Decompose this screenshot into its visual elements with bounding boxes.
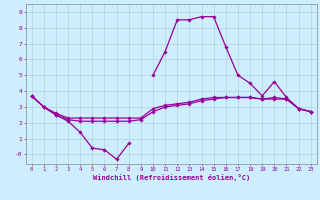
- X-axis label: Windchill (Refroidissement éolien,°C): Windchill (Refroidissement éolien,°C): [92, 174, 250, 181]
